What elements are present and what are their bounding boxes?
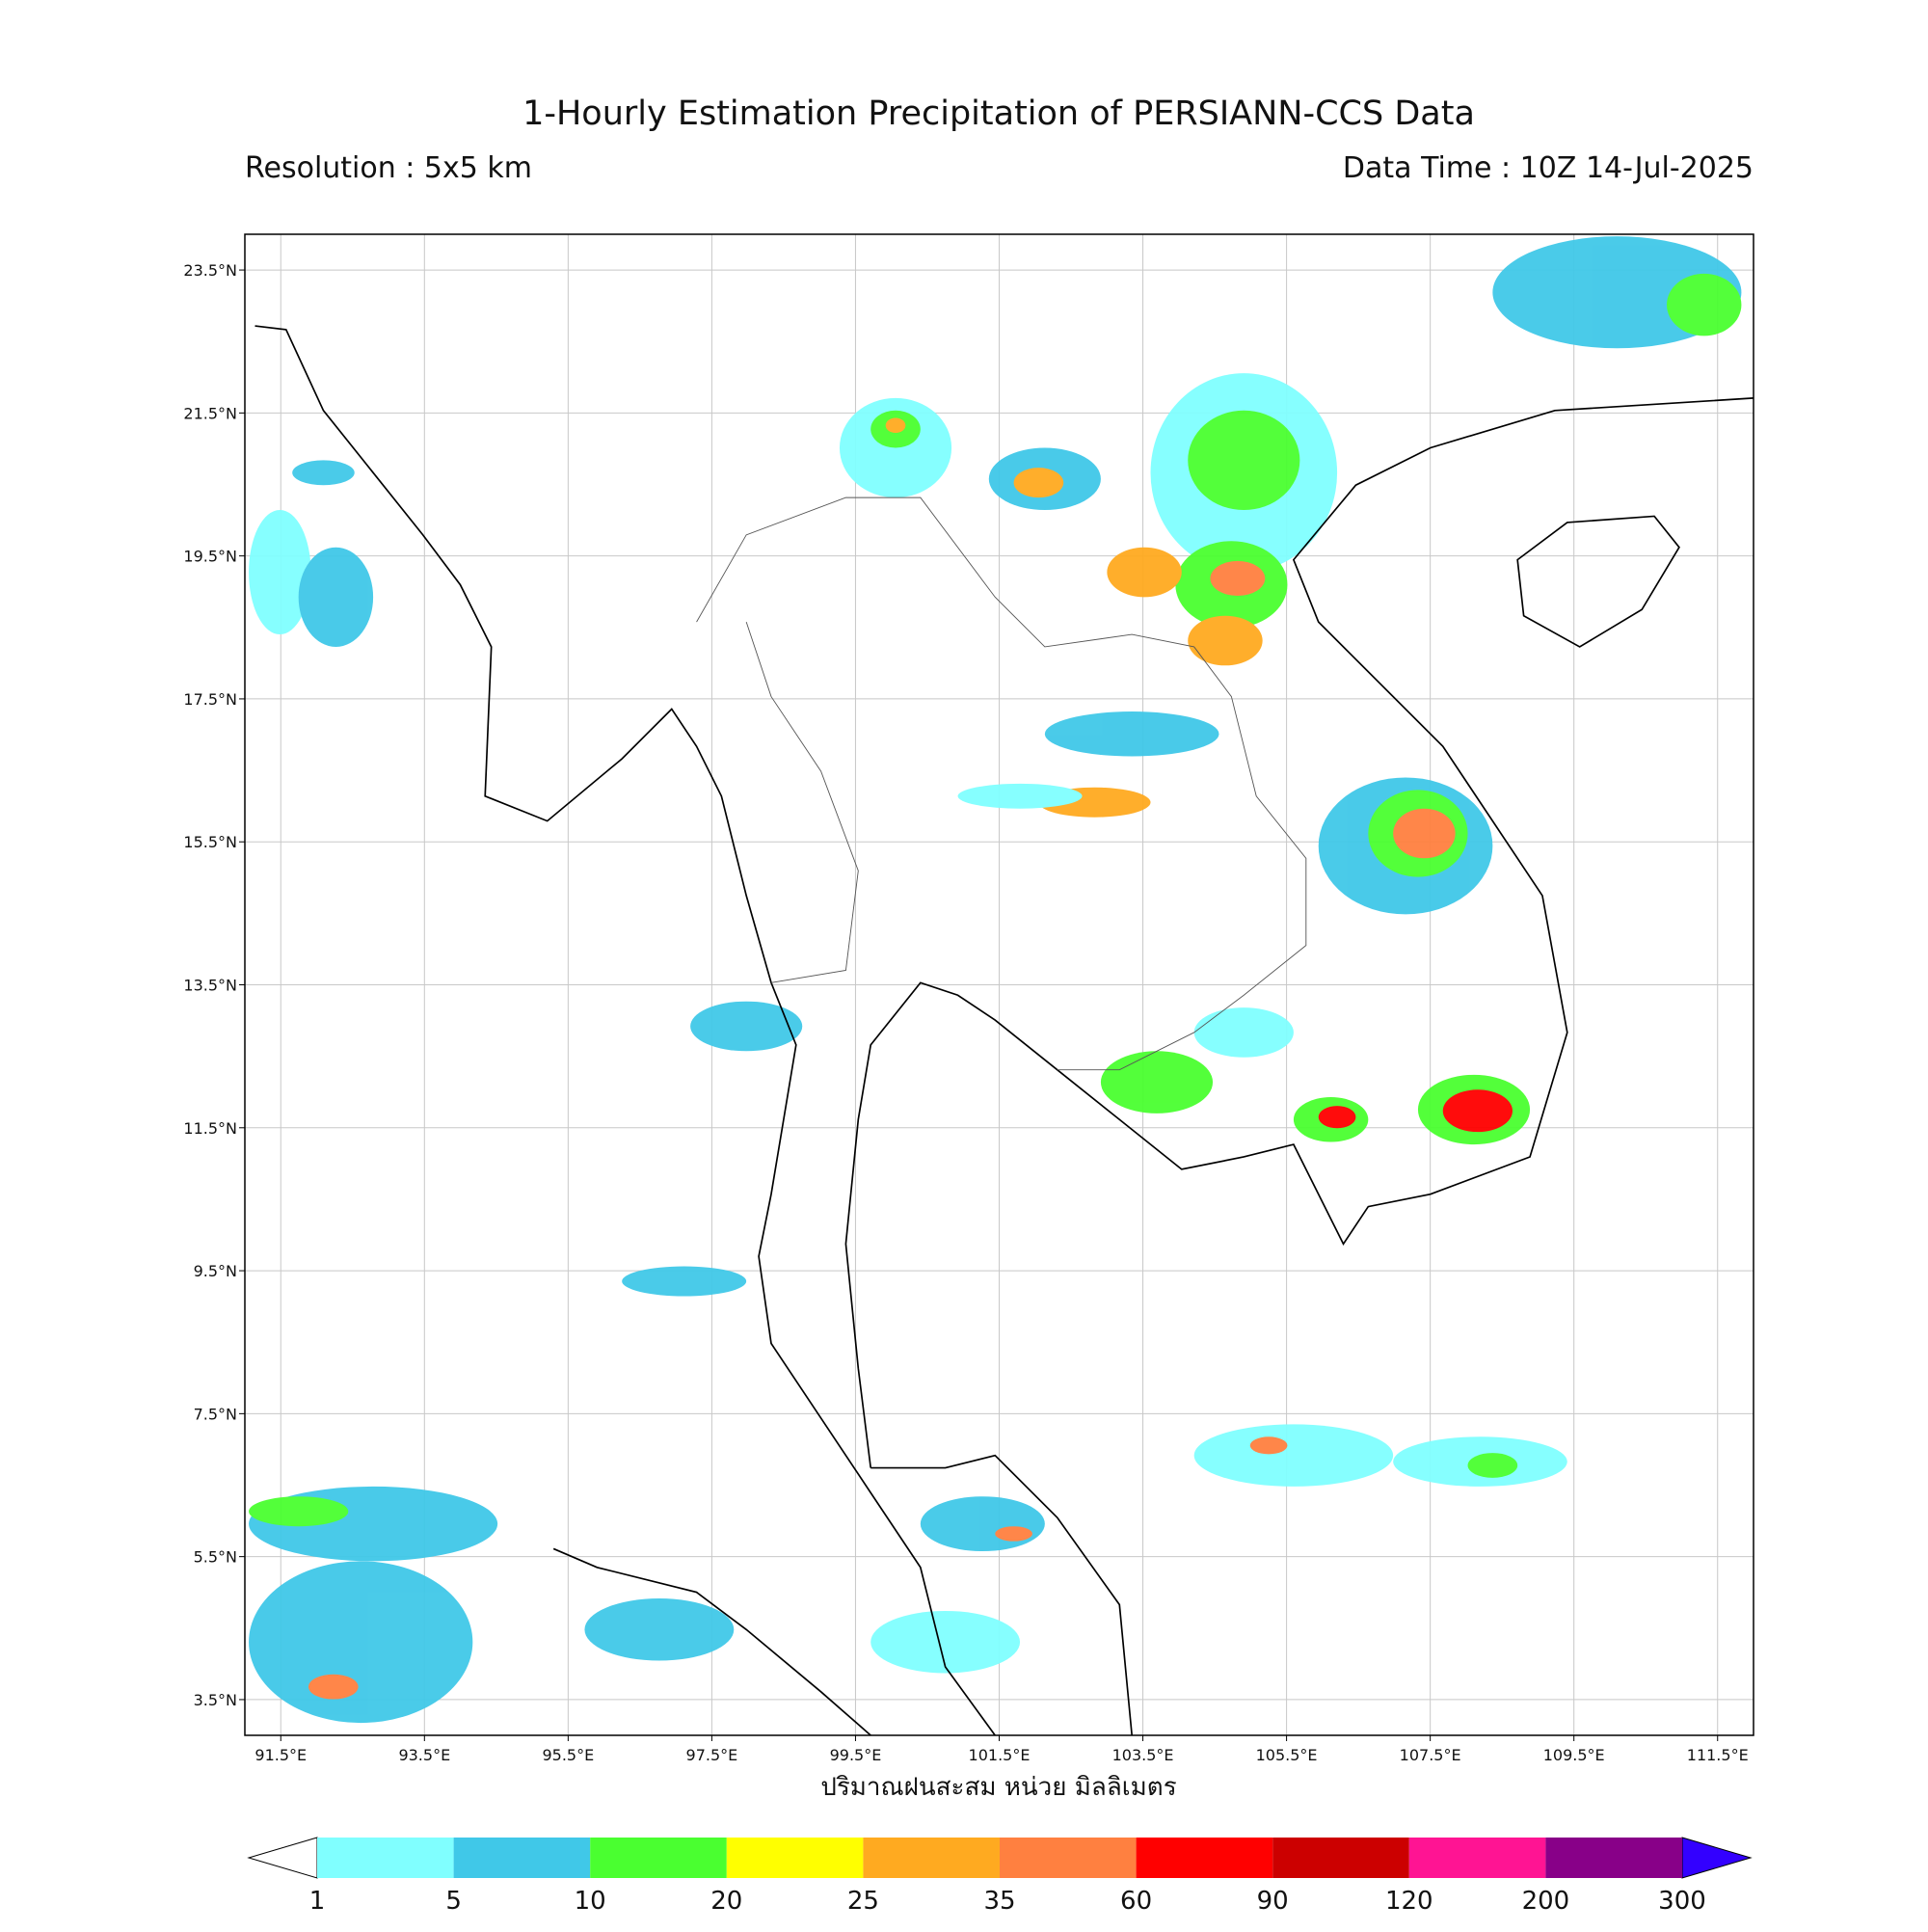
colorbar-segment <box>590 1838 727 1878</box>
x-tick-label: 105.5°E <box>1256 1746 1318 1764</box>
x-tick-label: 111.5°E <box>1687 1746 1749 1764</box>
x-axis-label: ปริมาณฝนสะสม หน่วย มิลลิเมตร <box>820 1773 1176 1802</box>
y-tick-label: 7.5°N <box>194 1405 237 1423</box>
coastline <box>254 325 996 1736</box>
border <box>696 496 1307 1071</box>
colorbar-segment <box>1272 1838 1409 1878</box>
y-tick-label: 17.5°N <box>183 690 237 709</box>
colorbar-label: 90 <box>1257 1887 1289 1916</box>
precipitation <box>249 236 1742 1724</box>
colorbar-segment <box>453 1838 591 1878</box>
y-tick-label: 3.5°N <box>194 1691 237 1709</box>
colorbar-label: 5 <box>445 1887 462 1916</box>
x-tick-label: 95.5°E <box>542 1746 594 1764</box>
colorbar-label: 120 <box>1385 1887 1433 1916</box>
y-tick-label: 9.5°N <box>194 1262 237 1280</box>
colorbar-under <box>247 1837 318 1879</box>
resolution: Resolution : 5x5 km <box>245 151 532 185</box>
x-tick-label: 107.5°E <box>1400 1746 1461 1764</box>
colorbar-label: 1 <box>309 1887 326 1916</box>
colorbar-label: 200 <box>1522 1887 1570 1916</box>
colorbar: 1 5 10 20 25 35 60 90 120 200 300 <box>247 1837 1753 1916</box>
colorbar-segment <box>1136 1838 1273 1878</box>
data-time: Data Time : 10Z 14-Jul-2025 <box>1343 151 1754 185</box>
y-tick-label: 13.5°N <box>183 977 237 995</box>
y-tick-label: 5.5°N <box>194 1548 237 1567</box>
colorbar-label: 10 <box>575 1887 606 1916</box>
colorbar-segment <box>1545 1838 1682 1878</box>
colorbar-label: 35 <box>983 1887 1015 1916</box>
coastline <box>870 1454 1134 1736</box>
y-tick-label: 23.5°N <box>183 261 237 280</box>
y-tick-label: 21.5°N <box>183 404 237 422</box>
y-tick-label: 11.5°N <box>183 1119 237 1138</box>
x-tick-label: 101.5°E <box>969 1746 1031 1764</box>
colorbar-label: 25 <box>847 1887 879 1916</box>
colorbar-label: 300 <box>1658 1887 1706 1916</box>
coastline <box>1516 515 1680 648</box>
colorbar-segment <box>317 1838 454 1878</box>
colorbar-segment <box>863 1838 1000 1878</box>
x-tick-label: 99.5°E <box>830 1746 882 1764</box>
coastline <box>552 1547 871 1736</box>
colorbar-label: 60 <box>1120 1887 1152 1916</box>
y-tick-label: 15.5°N <box>183 833 237 851</box>
x-tick-label: 91.5°E <box>254 1746 307 1764</box>
border <box>745 622 859 983</box>
x-tick-label: 93.5°E <box>398 1746 450 1764</box>
colorbar-label: 20 <box>710 1887 742 1916</box>
colorbar-over <box>1681 1837 1753 1879</box>
x-tick-label: 97.5°E <box>686 1746 738 1764</box>
map-layer <box>249 236 1754 1736</box>
title: 1-Hourly Estimation Precipitation of PER… <box>522 94 1475 133</box>
x-tick-label: 109.5°E <box>1543 1746 1605 1764</box>
coastline <box>844 397 1754 1468</box>
colorbar-segment <box>1000 1838 1137 1878</box>
colorbar-segment <box>726 1838 864 1878</box>
x-tick-label: 103.5°E <box>1112 1746 1174 1764</box>
colorbar-segment <box>1408 1838 1546 1878</box>
y-tick-label: 19.5°N <box>183 548 237 566</box>
